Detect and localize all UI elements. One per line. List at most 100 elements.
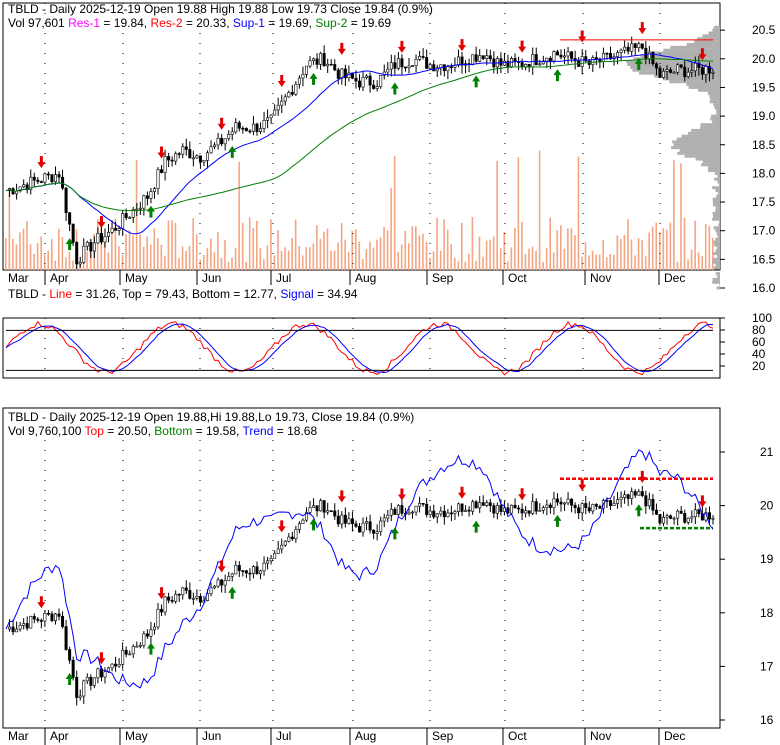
volume-profile-bar <box>717 232 720 235</box>
candle-body <box>592 504 594 511</box>
volume-profile-bar <box>686 83 720 86</box>
candle-body <box>454 512 456 514</box>
volume-bar <box>655 223 657 270</box>
candle-body <box>19 625 21 629</box>
volume-bar <box>143 247 145 270</box>
volume-bar <box>645 256 647 270</box>
volume-bar <box>419 235 421 270</box>
volume-bar <box>433 251 435 270</box>
candle-body <box>114 228 116 230</box>
candle-body <box>288 92 290 97</box>
candle-body <box>355 524 357 527</box>
candle-body <box>348 519 350 524</box>
volume-bar <box>72 261 74 270</box>
volume-bar <box>337 243 339 270</box>
sell-arrow-icon <box>338 490 346 502</box>
candle-body <box>192 158 194 159</box>
candle-body <box>22 185 24 187</box>
candle-body <box>196 156 198 158</box>
candle-body <box>242 571 244 572</box>
candle-body <box>447 67 449 71</box>
volume-profile-bar <box>717 180 720 183</box>
candle-body <box>478 56 480 62</box>
buy-arrow-icon <box>391 527 399 539</box>
candle-body <box>111 664 113 668</box>
volume-bar <box>178 258 180 270</box>
volume-bar <box>507 261 509 270</box>
buy-arrow-icon <box>472 521 480 533</box>
volume-bar <box>263 259 265 270</box>
volume-bar <box>40 236 42 270</box>
month-label: Dec <box>664 729 685 743</box>
volume-bar <box>196 234 198 270</box>
candle-body <box>86 677 88 681</box>
candle-body <box>167 597 169 600</box>
volume-profile-bar <box>715 238 720 241</box>
sell-arrow-icon <box>458 487 466 499</box>
candle-body <box>645 496 647 506</box>
volume-profile-bar <box>713 278 720 281</box>
candle-body <box>546 505 548 508</box>
price-y-tick-label: 20.5 <box>752 23 776 37</box>
candle-body <box>302 74 304 78</box>
volume-bar <box>493 237 495 270</box>
price-y-tick-label: 20.0 <box>752 52 776 66</box>
volume-profile-bar <box>689 86 720 89</box>
candle-body <box>673 518 675 519</box>
candle-body <box>305 66 307 74</box>
volume-bar <box>539 150 541 270</box>
price-y-tick-label: 16.0 <box>752 281 776 295</box>
volume-bar <box>19 232 21 270</box>
volume-profile-bar <box>709 32 720 35</box>
volume-bar <box>245 262 247 270</box>
candle-body <box>309 507 311 512</box>
volume-profile-bar <box>685 155 720 158</box>
candle-body <box>51 614 53 621</box>
candle-body <box>528 511 530 514</box>
candle-body <box>680 511 682 513</box>
candle-body <box>263 120 265 128</box>
volume-bar <box>383 227 385 270</box>
candle-body <box>486 503 488 506</box>
candle-body <box>383 518 385 521</box>
volume-bar <box>5 238 7 270</box>
volume-bar <box>482 257 484 270</box>
candle-body <box>174 594 176 601</box>
candle-body <box>450 513 452 514</box>
volume-bar <box>47 251 49 270</box>
candle-body <box>259 129 261 132</box>
candle-body <box>143 634 145 646</box>
candle-body <box>471 55 473 65</box>
month-label: Aug <box>355 729 376 743</box>
res2-label: Res-2 <box>150 16 182 30</box>
price-y-tick-label: 17.5 <box>752 195 776 209</box>
candle-body <box>415 506 417 512</box>
candle-body <box>712 72 714 73</box>
volume-bar <box>553 253 555 270</box>
candle-body <box>281 545 283 549</box>
osc-signal-value: = 34.94 <box>317 287 358 301</box>
volume-bar <box>461 223 463 270</box>
volume-profile-bar <box>714 26 720 29</box>
candle-body <box>489 56 491 59</box>
candle-body <box>100 233 102 242</box>
candle-body <box>390 63 392 69</box>
volume-bar <box>680 163 682 270</box>
candle-body <box>574 505 576 508</box>
volume-bar <box>12 239 14 270</box>
volume-bar <box>185 251 187 270</box>
volume-bar <box>394 156 396 270</box>
sell-arrow-icon <box>338 43 346 55</box>
candle-body <box>549 58 551 61</box>
trend-volume: Vol 9,760,100 <box>8 424 82 438</box>
candle-body <box>129 654 131 655</box>
sell-arrow-icon <box>218 118 226 130</box>
volume-profile-bar <box>719 221 720 224</box>
candle-body <box>121 650 123 664</box>
candle-body <box>503 61 505 65</box>
candle-body <box>429 65 431 69</box>
volume-profile-bar <box>700 126 720 129</box>
candle-body <box>44 613 46 621</box>
candle-body <box>362 78 364 88</box>
candle-body <box>249 131 251 132</box>
